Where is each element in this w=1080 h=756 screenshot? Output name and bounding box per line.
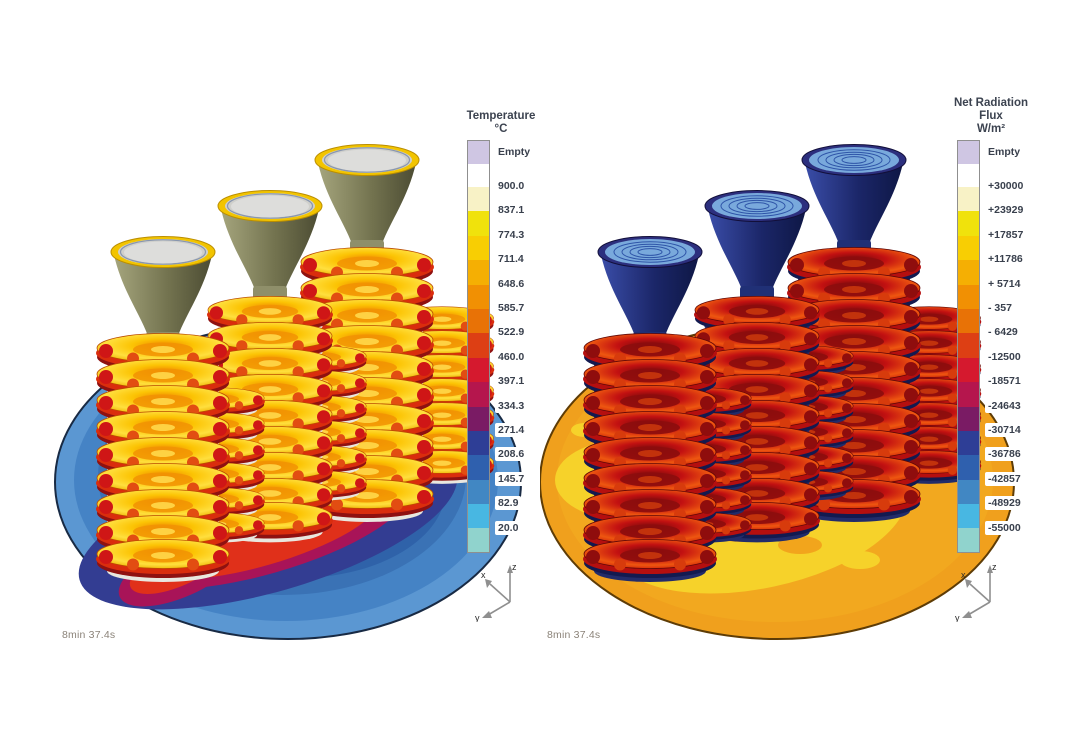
legend-color-segment xyxy=(958,260,979,285)
legend-color-segment xyxy=(958,479,979,505)
axis-label-x: x xyxy=(961,570,966,580)
legend-tick-label: -55000 xyxy=(985,520,1024,535)
legend-title-line: °C xyxy=(494,123,508,135)
legend-color-segment xyxy=(468,260,489,285)
legend-tick-label: +30000 xyxy=(985,179,1027,193)
simulation-time-right: 8min 37.4s xyxy=(547,629,601,641)
legend-color-segment xyxy=(468,211,489,236)
pouring-cup-right xyxy=(314,143,420,258)
legend-color-segment xyxy=(468,406,489,431)
legend-tick-label: +11786 xyxy=(985,252,1026,267)
net-radiation-flux-legend: Net Radiation Flux W/m² Empty +30000 +23929 +… xyxy=(945,97,1037,568)
legend-color-segment xyxy=(958,430,979,456)
legend-tick-label: +17857 xyxy=(985,227,1027,242)
legend-tick-label: 711.4 xyxy=(495,252,527,267)
legend-tick-label: 774.3 xyxy=(495,227,528,242)
legend-title-line: Flux xyxy=(979,110,1003,122)
legend-tick-label: 900.0 xyxy=(495,179,528,193)
legend-color-segment xyxy=(958,504,979,529)
legend-tick-label: 20.0 xyxy=(495,520,522,535)
legend-title-line: W/m² xyxy=(976,123,1006,135)
legend-tick-label: 397.1 xyxy=(495,374,528,389)
axis-label-x: x xyxy=(481,570,486,580)
legend-color-segment xyxy=(468,235,489,261)
legend-color-segment xyxy=(468,164,489,187)
legend-color-segment xyxy=(958,455,979,480)
legend-tick-label: 208.6 xyxy=(495,447,528,462)
legend-tick-label: 145.7 xyxy=(495,471,528,486)
legend-title-line: Net Radiation xyxy=(953,97,1029,109)
axis-label-z: z xyxy=(992,562,997,572)
legend-tick-label: 837.1 xyxy=(495,203,528,218)
legend-color-segment xyxy=(958,141,979,164)
temperature-legend: Temperature °C Empty 900.0 837.1 774.3 711.4 6… xyxy=(455,98,547,568)
legend-tick-label: -18571 xyxy=(985,374,1024,389)
legend-color-segment xyxy=(468,308,489,334)
axis-label-y: y xyxy=(475,613,480,622)
legend-tick-label: 585.7 xyxy=(495,301,528,315)
axis-triad-right: z x y xyxy=(955,562,997,622)
simulation-time-left: 8min 37.4s xyxy=(62,629,116,641)
legend-color-segment xyxy=(468,187,489,212)
legend-color-segment xyxy=(468,455,489,480)
legend-tick-label: 334.3 xyxy=(495,398,528,413)
axis-triad-left: z x y xyxy=(475,562,517,622)
pouring-cup-left xyxy=(110,235,216,350)
legend-color-segment xyxy=(958,382,979,407)
legend-color-segment xyxy=(958,406,979,431)
legend-tick-label: - 357 xyxy=(985,301,1015,315)
legend-color-segment xyxy=(468,141,489,164)
legend-empty-label: Empty xyxy=(985,144,1024,159)
legend-tick-label: -42857 xyxy=(985,471,1024,486)
legend-color-segment xyxy=(958,235,979,261)
legend-color-segment xyxy=(468,357,489,383)
legend-tick-label: -24643 xyxy=(985,398,1024,413)
legend-color-segment xyxy=(958,164,979,187)
legend-tick-label: 522.9 xyxy=(495,325,528,340)
legend-empty-label: Empty xyxy=(495,144,534,159)
pouring-cup-right xyxy=(801,144,907,258)
legend-color-segment xyxy=(468,504,489,529)
temperature-3d-scene xyxy=(54,143,522,640)
legend-tick-label: - 6429 xyxy=(985,325,1021,340)
legend-color-segment xyxy=(958,211,979,236)
legend-color-segment xyxy=(468,528,489,553)
net-radiation-flux-3d-scene xyxy=(540,144,1015,640)
legend-color-segment xyxy=(958,333,979,358)
legend-tick-label: -30714 xyxy=(985,423,1024,437)
legend-color-segment xyxy=(958,187,979,212)
legend-color-segment xyxy=(468,430,489,456)
legend-tick-label: 648.6 xyxy=(495,276,528,291)
legend-tick-label: 460.0 xyxy=(495,349,528,364)
legend-colorbar xyxy=(467,140,490,554)
legend-colorbar xyxy=(957,140,980,554)
legend-color-segment xyxy=(958,284,979,309)
legend-color-segment xyxy=(468,284,489,309)
legend-color-segment xyxy=(958,308,979,334)
legend-tick-label: 271.4 xyxy=(495,423,528,437)
legend-tick-label: -36786 xyxy=(985,447,1024,462)
legend-color-segment xyxy=(958,528,979,553)
legend-tick-label: + 5714 xyxy=(985,276,1024,291)
legend-title: Temperature °C xyxy=(445,98,557,136)
legend-color-segment xyxy=(468,382,489,407)
legend-color-segment xyxy=(468,479,489,505)
legend-tick-label: +23929 xyxy=(985,203,1027,218)
axis-label-y: y xyxy=(955,613,960,622)
legend-tick-label: -12500 xyxy=(985,349,1024,364)
legend-tick-label: -48929 xyxy=(985,496,1024,511)
legend-color-segment xyxy=(468,333,489,358)
pouring-cup-left xyxy=(597,236,703,350)
legend-title-line: Temperature xyxy=(466,110,536,122)
legend-color-segment xyxy=(958,357,979,383)
legend-tick-label: 82.9 xyxy=(495,496,522,511)
legend-title: Net Radiation Flux W/m² xyxy=(935,97,1047,136)
axis-label-z: z xyxy=(512,562,517,572)
